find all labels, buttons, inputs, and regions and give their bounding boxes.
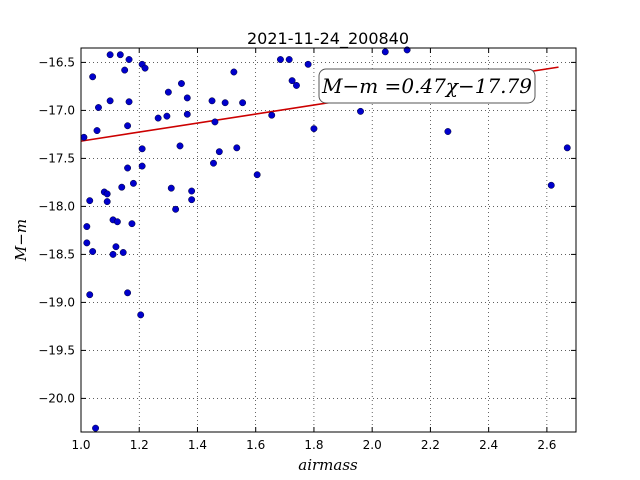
- x-tick-label: 1.8: [304, 438, 323, 452]
- x-tick-label: 2.6: [537, 438, 556, 452]
- data-point: [268, 111, 276, 119]
- data-point: [129, 179, 137, 187]
- y-tick-label: −18.5: [38, 247, 75, 261]
- data-point: [92, 424, 100, 432]
- data-point: [215, 148, 223, 156]
- data-point: [89, 73, 97, 81]
- data-point: [208, 97, 216, 105]
- data-point: [293, 81, 300, 89]
- data-point: [125, 98, 133, 106]
- data-point: [138, 145, 146, 153]
- data-point: [95, 104, 102, 111]
- annotation-box-frame: [318, 68, 536, 104]
- tick-marks: [80, 48, 576, 432]
- data-point: [121, 66, 129, 74]
- x-tick-label: 2.0: [363, 438, 382, 452]
- data-point: [89, 248, 97, 255]
- y-tick-label: −19.0: [38, 295, 75, 309]
- data-point: [137, 311, 145, 319]
- grid-lines: [80, 48, 576, 432]
- data-point: [83, 239, 91, 247]
- x-tick-label: 2.2: [421, 438, 440, 452]
- data-point: [167, 184, 175, 192]
- data-point: [154, 114, 162, 122]
- data-point: [106, 51, 114, 59]
- data-point: [116, 51, 124, 59]
- fit-equation-text: M−m =0.47χ−17.79: [321, 74, 532, 98]
- data-point: [141, 64, 149, 72]
- x-tick-label: 1.0: [71, 438, 90, 452]
- data-point: [210, 159, 217, 167]
- data-point: [93, 127, 101, 135]
- data-point: [112, 243, 120, 251]
- data-point: [80, 133, 88, 141]
- data-point: [138, 162, 146, 170]
- data-point: [444, 128, 452, 135]
- data-point: [83, 223, 91, 231]
- data-point: [211, 118, 219, 126]
- data-point: [357, 107, 364, 115]
- data-point: [86, 291, 94, 299]
- chart-title: 2021-11-24_200840: [247, 29, 409, 49]
- data-point: [253, 171, 261, 179]
- data-point: [103, 190, 111, 198]
- x-tick-label: 1.4: [188, 438, 207, 452]
- y-tick-label: −19.5: [38, 343, 75, 357]
- data-point: [128, 220, 136, 228]
- data-point: [176, 142, 184, 150]
- y-tick-label: −16.5: [38, 55, 75, 69]
- data-point: [230, 68, 238, 76]
- data-point: [124, 164, 132, 172]
- x-tick-label: 1.2: [130, 438, 149, 452]
- data-point: [109, 250, 117, 258]
- data-point: [183, 110, 191, 118]
- data-point: [124, 289, 132, 297]
- data-point: [547, 181, 555, 189]
- data-point: [172, 205, 180, 213]
- x-tick-label: 2.4: [479, 438, 498, 452]
- data-point: [304, 60, 312, 68]
- data-point: [106, 97, 114, 105]
- data-point: [103, 198, 111, 206]
- data-point: [288, 77, 296, 85]
- data-point: [125, 56, 133, 63]
- data-point: [188, 196, 196, 204]
- data-point: [183, 94, 191, 102]
- data-point: [381, 48, 389, 56]
- y-tick-label: −17.5: [38, 151, 75, 165]
- data-point: [113, 218, 121, 226]
- data-point: [178, 80, 185, 87]
- data-point: [563, 144, 571, 152]
- x-tick-label: 1.6: [246, 438, 265, 452]
- data-point: [221, 99, 229, 107]
- data-point: [233, 144, 241, 152]
- y-axis-label: M−m: [12, 219, 30, 262]
- y-tick-labels: −16.5 −17.0 −17.5 −18.0 −18.5 −19.0 −19.5 −20.0: [38, 55, 75, 405]
- x-tick-labels: 1.0 1.2 1.4 1.6 1.8 2.0 2.2 2.4 2.6: [71, 438, 556, 452]
- y-tick-label: −17.0: [38, 103, 75, 117]
- axes-frame: [80, 47, 577, 433]
- data-point: [86, 197, 94, 205]
- data-point: [118, 183, 126, 191]
- y-tick-label: −18.0: [38, 199, 75, 213]
- data-points: [80, 46, 571, 432]
- plot-area: [80, 46, 577, 433]
- data-point: [124, 122, 132, 130]
- y-tick-label: −20.0: [38, 391, 75, 405]
- data-point: [277, 56, 284, 63]
- fit-equation-annotation: M−m =0.47χ−17.79: [318, 68, 536, 104]
- data-point: [239, 99, 247, 107]
- data-point: [188, 187, 196, 195]
- data-point: [164, 88, 172, 96]
- data-point: [163, 112, 171, 120]
- x-axis-label: airmass: [298, 456, 358, 474]
- data-point: [310, 125, 318, 133]
- data-point: [285, 56, 293, 63]
- data-point: [119, 249, 127, 256]
